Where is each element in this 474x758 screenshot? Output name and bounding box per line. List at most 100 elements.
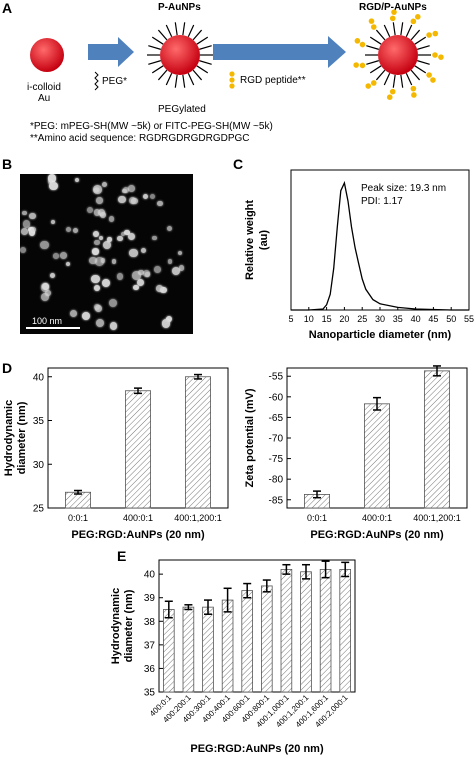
nanoparticle-dot [118,195,126,203]
nanoparticle-dot [65,226,72,233]
y-tick-label: 30 [33,460,45,471]
pegylated-label: PEGylated [158,104,206,115]
nanoparticle-dot [22,210,27,216]
nanoparticle-dot [166,225,172,231]
rgd-peptide-dot [353,62,359,68]
x-tick-label: 40 [411,314,421,324]
nanoparticle-dot [159,286,167,294]
rgd-peptide-dot [359,41,366,48]
footnote-amino-acid: **Amino acid sequence: RGDRGDRGDRGDPGC [30,133,250,144]
nanoparticle-dot [132,271,142,280]
paunps-title: P-AuNPs [158,2,201,13]
y-axis-title: Zeta potential (mV) [244,388,256,487]
rgd-peptide-dot [389,88,396,95]
bar [202,606,214,693]
rgd-peptide-dot [365,83,372,89]
y-tick-label: -65 [269,413,284,424]
nanoparticle-dot [133,284,139,290]
rgd-peptide-dot [414,14,421,20]
peg-chain [165,24,173,38]
bar [163,609,175,693]
pdi-annotation: PDI: 1.17 [361,196,403,207]
nanoparticle-dot [138,269,144,276]
y-tick-label: -70 [269,434,284,445]
y-tick-label: 35 [33,416,45,427]
nanoparticle-dot [60,252,67,260]
rgd-peptide-dot [410,85,417,92]
panel-b-label: B [2,156,13,172]
bar [364,403,391,509]
panel-d-label: D [2,360,13,376]
bar [182,606,195,693]
scale-bar [26,327,80,329]
bar [261,585,273,693]
nanoparticle-dot [120,231,126,237]
x-tick-label: 400:0:1 [362,513,392,523]
bar [125,390,152,509]
nanoparticle-dot [20,247,27,254]
peg-chain [192,29,203,41]
peg-chain [405,24,413,38]
peg-chain-icon [94,71,99,91]
nanoparticle-dot [30,227,36,233]
x-tick-label: 55 [464,314,474,324]
y-axis-title: Hydrodynamic [3,400,15,476]
peg-chain [400,22,404,36]
nanoparticle-dot [97,209,105,217]
rgd-arrow-icon [213,36,346,68]
plot-frame [158,559,356,693]
peg-chain [157,29,168,41]
y-tick-label: -60 [269,392,284,403]
nanoparticle-dot [107,237,112,242]
gold-core [378,35,418,75]
nanoparticle-dot [127,232,136,241]
peg-arrow-label: PEG* [102,76,128,87]
peg-chain [383,24,391,38]
nanoparticle-dot [145,271,150,277]
nanoparticle-dot [152,235,157,241]
rgd-peptide-dot [354,38,361,44]
nanoparticle-dot [124,229,130,236]
colloid-label-2: Au [38,93,51,104]
nanoparticle-dot [21,227,29,235]
nanoparticle-dot [39,240,49,250]
nanoparticle-dot [40,292,50,302]
bar [300,571,312,693]
x-tick-label: 400:0:1 [123,513,153,523]
nanoparticle-dot [156,285,163,293]
peg-chain [375,29,386,41]
nanoparticle-dot [136,278,144,286]
peg-chain [366,45,379,50]
x-tick-label: 0:0:1 [68,513,88,523]
rgd-peptide-dot [430,77,436,83]
nanoparticle-dot [45,289,52,296]
nanoparticle-dot [89,256,97,264]
peg-chain [182,22,186,36]
nanoparticle-dot [102,279,111,288]
gold-colloid-particle [30,38,64,72]
nanoparticle-dot [178,265,185,272]
x-tick-label: 45 [428,314,438,324]
nanoparticle-dot [93,249,98,255]
peg-chain [151,65,164,74]
peg-chain [414,36,427,45]
rgd-peptide-dot [389,15,396,22]
nanoparticle-dot [154,266,162,273]
panel-e-label: E [117,548,127,564]
peg-chain [165,72,173,86]
y-tick-label: 39 [144,593,156,604]
y-tick-label: 40 [33,372,45,383]
nanoparticle-dot [178,251,183,256]
peg-chain [174,74,178,88]
rgd-ratio-diameter-chart: 353637383940400:0:1400:200:1400:300:1400… [110,559,356,755]
nanoparticle-dot [86,207,93,214]
peg-chain [392,22,396,36]
x-tick-label: 25 [357,314,367,324]
peg-chain [414,65,427,74]
nanoparticle-dot [95,257,104,266]
rgd-peptide-label: RGD peptide** [240,75,306,86]
rgd-peptide-dot [426,72,432,78]
nanoparticle-dot [150,194,156,200]
nanoparticle-dot [166,316,173,323]
tem-image: 100 nm [20,174,193,334]
